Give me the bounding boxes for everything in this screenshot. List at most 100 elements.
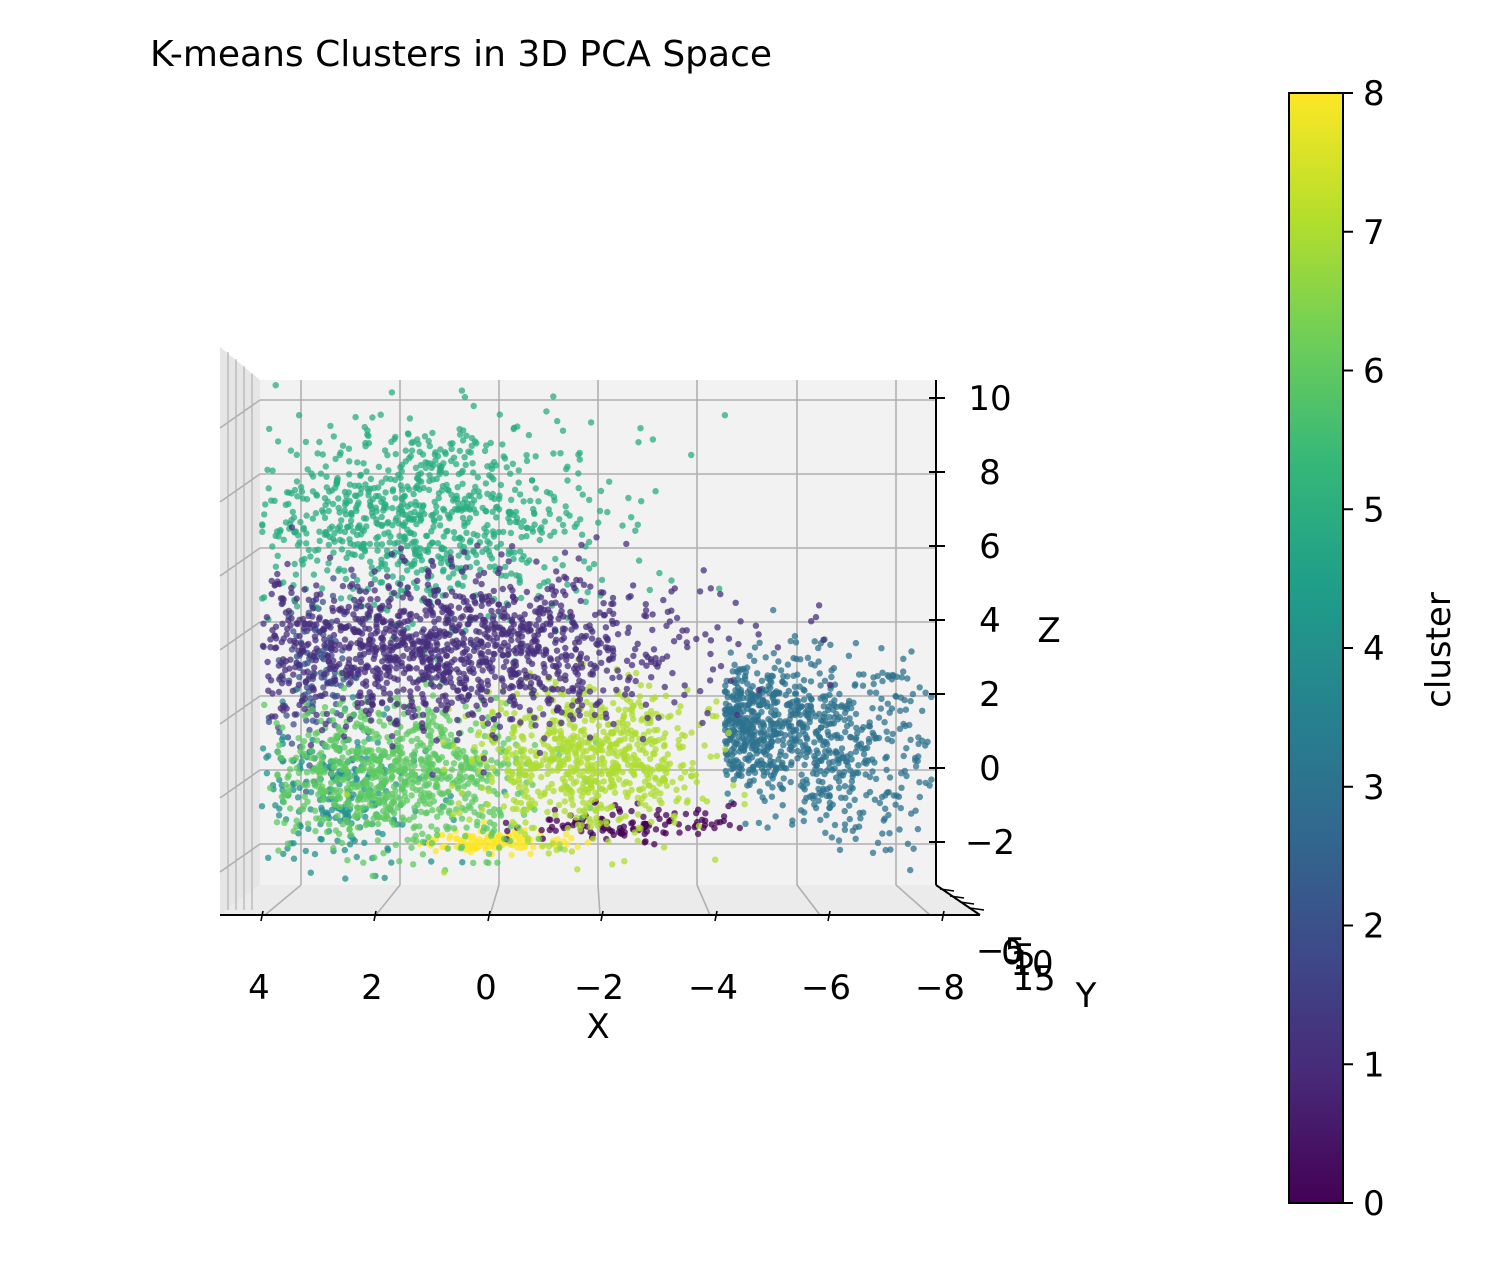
point [781, 775, 787, 781]
point [357, 767, 363, 773]
point [327, 555, 333, 561]
point [459, 387, 465, 393]
point [585, 589, 591, 595]
point [811, 739, 817, 745]
point [469, 460, 475, 466]
point [481, 824, 487, 830]
point [362, 616, 368, 622]
point [588, 783, 594, 789]
point [363, 726, 369, 732]
point [417, 449, 423, 455]
point [439, 544, 445, 550]
point [722, 746, 728, 752]
point [304, 660, 310, 666]
point [901, 697, 907, 703]
point [429, 793, 435, 799]
point [328, 640, 334, 646]
point [357, 588, 363, 594]
point [521, 747, 527, 753]
point [575, 757, 581, 763]
point [898, 785, 904, 791]
point [510, 461, 516, 467]
point [523, 772, 529, 778]
point [474, 637, 480, 643]
point [701, 567, 707, 573]
point [488, 608, 494, 614]
point [621, 858, 627, 864]
point [392, 720, 398, 726]
point [615, 631, 621, 637]
point [802, 742, 808, 748]
point [518, 756, 524, 762]
point [442, 449, 448, 455]
point [458, 615, 464, 621]
point [480, 769, 486, 775]
point [635, 795, 641, 801]
point [887, 774, 893, 780]
point [279, 621, 285, 627]
point [304, 799, 310, 805]
point [656, 570, 662, 576]
point [770, 607, 776, 613]
point [326, 542, 332, 548]
point [334, 775, 340, 781]
point [628, 808, 634, 814]
point [354, 577, 360, 583]
point [498, 482, 504, 488]
point [382, 664, 388, 670]
point [790, 655, 796, 661]
point [362, 716, 368, 722]
point [712, 857, 718, 863]
point [480, 667, 486, 673]
point [358, 531, 364, 537]
point [642, 839, 648, 845]
point [307, 553, 313, 559]
point [493, 514, 499, 520]
point [442, 692, 448, 698]
point [873, 776, 879, 782]
point [721, 813, 727, 819]
point [736, 734, 742, 740]
point [635, 838, 641, 844]
point [798, 772, 804, 778]
point [499, 631, 505, 637]
point [420, 851, 426, 857]
point [456, 426, 462, 432]
point [331, 433, 337, 439]
point [470, 860, 476, 866]
point [457, 778, 463, 784]
point [501, 836, 507, 842]
point [757, 788, 763, 794]
point [589, 629, 595, 635]
point [551, 497, 557, 503]
point [606, 771, 612, 777]
point [489, 555, 495, 561]
point [653, 826, 659, 832]
point [449, 766, 455, 772]
point [848, 734, 854, 740]
point [361, 840, 367, 846]
point [661, 844, 667, 850]
point [576, 772, 582, 778]
point [419, 567, 425, 573]
point [401, 493, 407, 499]
point [269, 591, 275, 597]
point [794, 700, 800, 706]
point [513, 806, 519, 812]
point [429, 654, 435, 660]
point [364, 432, 370, 438]
point [401, 523, 407, 529]
point [583, 804, 589, 810]
point [330, 717, 336, 723]
point [485, 642, 491, 648]
point [371, 753, 377, 759]
point [797, 656, 803, 662]
point [797, 739, 803, 745]
point [293, 640, 299, 646]
point [483, 442, 489, 448]
point [368, 717, 374, 723]
point [725, 803, 731, 809]
point [308, 755, 314, 761]
point [581, 635, 587, 641]
point [503, 710, 509, 716]
